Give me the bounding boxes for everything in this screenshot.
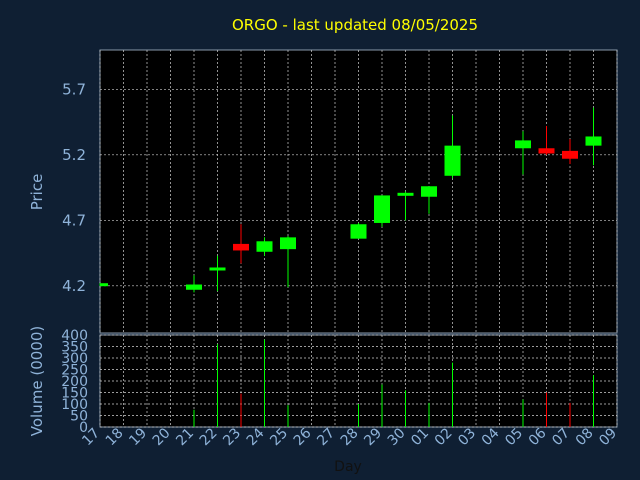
x-tick-label: 30 <box>385 425 409 449</box>
volume-tick-label: 100 <box>61 397 88 413</box>
candle-body <box>562 150 578 159</box>
candle-body <box>538 148 555 154</box>
x-tick-label: 21 <box>173 425 197 449</box>
x-tick-label: 20 <box>150 425 174 449</box>
x-tick-label: 27 <box>314 425 338 449</box>
candle-body <box>374 195 390 223</box>
price-tick-label: 4.2 <box>62 277 86 295</box>
volume-tick-label: 150 <box>61 386 88 402</box>
volume-tick-label: 200 <box>61 374 88 390</box>
x-tick-label: 04 <box>479 425 503 449</box>
x-tick-label: 26 <box>291 425 315 449</box>
candle-body <box>421 186 437 197</box>
x-tick-label: 23 <box>220 425 244 449</box>
price-tick-label: 5.7 <box>62 80 86 98</box>
chart-title: ORGO - last updated 08/05/2025 <box>232 16 478 34</box>
x-tick-label: 07 <box>549 425 573 449</box>
x-axis-label: Day <box>334 459 362 475</box>
candle-body <box>209 267 226 271</box>
x-tick-label: 09 <box>596 425 620 449</box>
price-axis-label: Price <box>28 174 46 211</box>
candle-body <box>233 243 249 251</box>
volume-tick-label: 350 <box>61 340 88 356</box>
x-tick-label: 22 <box>197 425 221 449</box>
price-tick-label: 5.2 <box>62 146 86 164</box>
x-tick-label: 01 <box>408 425 432 449</box>
x-tick-label: 05 <box>502 425 526 449</box>
candles <box>99 107 602 293</box>
x-tick-label: 03 <box>455 425 479 449</box>
x-tick-label: 25 <box>267 425 291 449</box>
candle-body <box>515 140 531 149</box>
volume-tick-label: 250 <box>61 363 88 379</box>
candle-body <box>186 284 202 290</box>
volume-bars <box>193 339 594 427</box>
x-tick-label: 19 <box>126 425 150 449</box>
volume-axis-label: Volume (0000) <box>28 326 46 436</box>
volume-tick-label: 50 <box>70 409 88 425</box>
x-tick-label: 18 <box>103 425 127 449</box>
candle-body <box>256 241 273 252</box>
x-tick-label: 28 <box>338 425 362 449</box>
x-tick-label: 24 <box>244 425 268 449</box>
x-tick-label: 29 <box>361 425 385 449</box>
candle-body <box>100 283 108 287</box>
candle-body <box>585 136 602 146</box>
volume-tick-label: 0 <box>79 420 88 436</box>
volume-tick-label: 300 <box>61 351 88 367</box>
x-tick-label: 02 <box>432 425 456 449</box>
x-tick-label: 06 <box>526 425 550 449</box>
price-tick-label: 4.7 <box>62 211 86 229</box>
candle-body <box>280 237 296 250</box>
candle-body <box>444 145 461 176</box>
candle-body <box>397 192 414 196</box>
x-tick-label: 08 <box>573 425 597 449</box>
volume-tick-label: 400 <box>61 328 88 344</box>
candle-body <box>350 224 367 239</box>
